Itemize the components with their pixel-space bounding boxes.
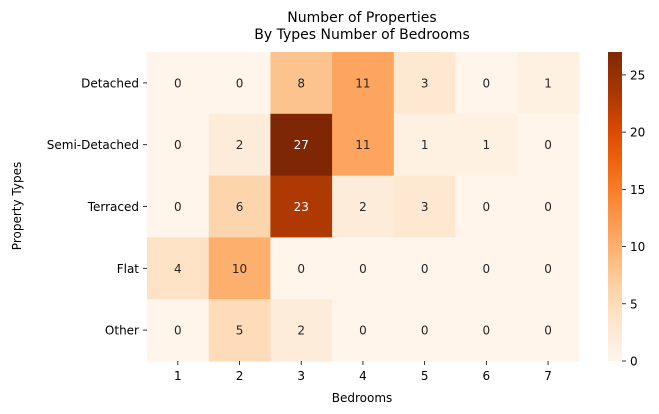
heatmap-cell <box>208 113 271 177</box>
heatmap-cell <box>393 52 457 115</box>
heatmap-cell <box>332 175 395 238</box>
heatmap-cell <box>147 237 210 300</box>
cell-value-label: 1 <box>544 76 552 90</box>
heatmap-cell <box>208 237 271 300</box>
heatmap-cell <box>332 299 395 362</box>
x-tick-label: 2 <box>236 369 244 383</box>
heatmap-cell <box>455 113 518 177</box>
cell-value-label: 0 <box>544 200 552 214</box>
cell-value-label: 0 <box>297 262 305 276</box>
y-tick-label: Terraced <box>87 200 139 214</box>
heatmap-cell <box>270 113 333 177</box>
colorbar-tick-label: 5 <box>630 297 638 311</box>
cell-value-label: 11 <box>355 138 370 152</box>
cell-value-label: 23 <box>294 200 309 214</box>
cell-value-label: 3 <box>421 200 429 214</box>
colorbar-tick-label: 25 <box>630 68 645 82</box>
heatmap-cell <box>517 237 580 300</box>
cell-value-label: 0 <box>483 262 491 276</box>
cell-value-label: 0 <box>174 200 182 214</box>
heatmap-cell <box>270 52 333 115</box>
heatmap-cell <box>393 113 457 177</box>
x-tick-label: 7 <box>544 369 552 383</box>
heatmap-cell <box>270 299 333 362</box>
colorbar-tick-label: 10 <box>630 240 645 254</box>
heatmap-cell <box>208 299 271 362</box>
heatmap-cell <box>147 52 210 115</box>
cell-value-label: 0 <box>421 324 429 338</box>
cell-value-label: 2 <box>297 324 305 338</box>
heatmap-cell <box>455 299 518 362</box>
heatmap-cell <box>147 299 210 362</box>
colorbar-tick-label: 15 <box>630 183 645 197</box>
heatmap-cell <box>393 299 457 362</box>
cell-value-label: 6 <box>236 200 244 214</box>
x-axis-label: Bedrooms <box>332 391 393 405</box>
y-tick-label: Semi-Detached <box>47 138 139 152</box>
cell-value-label: 0 <box>174 324 182 338</box>
cell-value-label: 0 <box>359 324 367 338</box>
cell-value-label: 8 <box>297 76 305 90</box>
y-tick-label: Flat <box>117 262 140 276</box>
colorbar-tick-label: 20 <box>630 126 645 140</box>
heatmap-cells: 0 0 8 11 3 0 10 2 27 11 1 1 00 6 23 2 3 0 04 10 0 0 0 0 00 5 2 0 0 0 0 <box>147 52 580 362</box>
heatmap-cell <box>455 175 518 238</box>
cell-value-label: 0 <box>544 262 552 276</box>
cell-value-label: 0 <box>483 76 491 90</box>
cell-value-label: 11 <box>355 76 370 90</box>
cell-value-label: 10 <box>232 262 247 276</box>
cell-value-label: 2 <box>359 200 367 214</box>
colorbar-ticks: 0 5 10 15 20 25 <box>622 68 645 369</box>
cell-value-label: 0 <box>483 324 491 338</box>
heatmap-cell <box>455 237 518 300</box>
cell-value-label: 1 <box>483 138 491 152</box>
chart-title-line-2: By Types Number of Bedrooms <box>254 27 470 43</box>
cell-value-label: 0 <box>174 76 182 90</box>
heatmap-cell <box>332 237 395 300</box>
x-axis: 1 2 3 4 5 6 7 <box>174 361 552 383</box>
heatmap-cell <box>147 113 210 177</box>
chart-title-line-1: Number of Properties <box>287 10 436 26</box>
heatmap-cell <box>393 237 457 300</box>
y-axis: Detached Semi-Detached Terraced Flat Other <box>47 76 147 338</box>
cell-value-label: 2 <box>236 138 244 152</box>
x-tick-label: 3 <box>297 369 305 383</box>
colorbar <box>608 52 622 361</box>
colorbar-tick-label: 0 <box>630 355 638 369</box>
cell-value-label: 5 <box>236 324 244 338</box>
heatmap-cell <box>517 52 580 115</box>
heatmap-cell <box>270 237 333 300</box>
heatmap-cell <box>393 175 457 238</box>
cell-value-label: 0 <box>236 76 244 90</box>
x-tick-label: 5 <box>421 369 429 383</box>
cell-value-label: 0 <box>544 324 552 338</box>
cell-value-label: 1 <box>421 138 429 152</box>
y-axis-label: Property Types <box>10 162 24 250</box>
cell-value-label: 4 <box>174 262 182 276</box>
cell-value-label: 0 <box>359 262 367 276</box>
heatmap-cell <box>517 299 580 362</box>
cell-value-label: 0 <box>483 200 491 214</box>
cell-value-label: 0 <box>421 262 429 276</box>
cell-value-label: 0 <box>174 138 182 152</box>
heatmap-cell <box>208 175 271 238</box>
y-tick-label: Other <box>105 324 139 338</box>
heatmap-cell <box>332 52 395 115</box>
heatmap-cell <box>270 175 333 238</box>
heatmap-cell <box>455 52 518 115</box>
y-tick-label: Detached <box>81 76 139 90</box>
x-tick-label: 1 <box>174 369 182 383</box>
heatmap-cell <box>517 175 580 238</box>
heatmap-cell <box>147 175 210 238</box>
cell-value-label: 3 <box>421 76 429 90</box>
heatmap-cell <box>208 52 271 115</box>
heatmap-cell <box>332 113 395 177</box>
heatmap-cell <box>517 113 580 177</box>
cell-value-label: 27 <box>294 138 309 152</box>
cell-value-label: 0 <box>544 138 552 152</box>
x-tick-label: 6 <box>483 369 491 383</box>
x-tick-label: 4 <box>359 369 367 383</box>
